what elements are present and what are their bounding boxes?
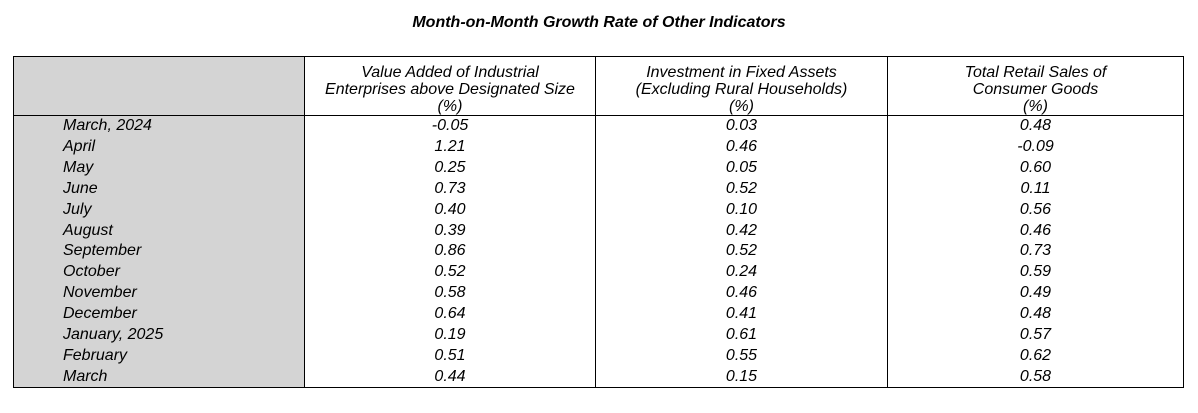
- table-row: April 1.21 0.46 -0.09: [13, 136, 1184, 158]
- table-row: July 0.40 0.10 0.56: [13, 199, 1184, 221]
- header-unit: (%): [437, 98, 463, 115]
- row-month-label: June: [13, 178, 305, 200]
- indicators-table: Value Added of Industrial Enterprises ab…: [13, 56, 1184, 388]
- header-corner-cell: [13, 56, 305, 116]
- header-fixed-asset-investment: Investment in Fixed Assets (Excluding Ru…: [595, 56, 888, 116]
- table-row: May 0.25 0.05 0.60: [13, 157, 1184, 179]
- header-industrial-value-added: Value Added of Industrial Enterprises ab…: [304, 56, 596, 116]
- table-row: October 0.52 0.24 0.59: [13, 261, 1184, 283]
- value-cell: 0.46: [595, 282, 888, 304]
- table-row: January, 2025 0.19 0.61 0.57: [13, 324, 1184, 346]
- table-title: Month-on-Month Growth Rate of Other Indi…: [412, 14, 786, 31]
- header-line: Consumer Goods: [972, 81, 1099, 98]
- row-month-label: July: [13, 199, 305, 221]
- value-cell: 0.10: [595, 199, 888, 221]
- value-cell: 0.44: [304, 366, 596, 388]
- value-cell: 0.48: [887, 115, 1184, 137]
- table-row: December 0.64 0.41 0.48: [13, 303, 1184, 325]
- value-cell: 0.52: [304, 261, 596, 283]
- header-line: Value Added of Industrial: [361, 64, 539, 81]
- row-month-label: March, 2024: [13, 115, 305, 137]
- value-cell: -0.05: [304, 115, 596, 137]
- value-cell: 0.39: [304, 220, 596, 242]
- row-month-label: November: [13, 282, 305, 304]
- value-cell: 0.86: [304, 241, 596, 262]
- row-month-label: August: [13, 220, 305, 242]
- table-body: March, 2024 -0.05 0.03 0.48 April 1.21 0.46 -0.…: [13, 115, 1184, 388]
- value-cell: 0.05: [595, 157, 888, 179]
- row-month-label: January, 2025: [13, 324, 305, 346]
- table-row: February 0.51 0.55 0.62: [13, 345, 1184, 367]
- value-cell: 0.51: [304, 345, 596, 367]
- header-unit: (%): [729, 98, 754, 115]
- value-cell: -0.09: [887, 136, 1184, 158]
- value-cell: 0.73: [887, 241, 1184, 262]
- value-cell: 0.64: [304, 303, 596, 325]
- row-month-label: February: [13, 345, 305, 367]
- header-line: Investment in Fixed Assets: [646, 64, 837, 81]
- value-cell: 0.56: [887, 199, 1184, 221]
- value-cell: 0.03: [595, 115, 888, 137]
- value-cell: 0.58: [304, 282, 596, 304]
- value-cell: 0.62: [887, 345, 1184, 367]
- value-cell: 0.59: [887, 261, 1184, 283]
- value-cell: 0.57: [887, 324, 1184, 346]
- value-cell: 0.19: [304, 324, 596, 346]
- table-row: June 0.73 0.52 0.11: [13, 178, 1184, 200]
- header-line: (Excluding Rural Households): [635, 81, 848, 98]
- value-cell: 0.40: [304, 199, 596, 221]
- value-cell: 0.73: [304, 178, 596, 200]
- row-month-label: September: [13, 241, 305, 262]
- header-line: Enterprises above Designated Size: [325, 81, 575, 98]
- row-month-label: March: [13, 366, 305, 388]
- value-cell: 0.48: [887, 303, 1184, 325]
- value-cell: 0.46: [887, 220, 1184, 242]
- header-row: Value Added of Industrial Enterprises ab…: [13, 56, 1184, 116]
- value-cell: 0.42: [595, 220, 888, 242]
- value-cell: 0.52: [595, 178, 888, 200]
- value-cell: 0.24: [595, 261, 888, 283]
- table-row: March, 2024 -0.05 0.03 0.48: [13, 115, 1184, 137]
- header-unit: (%): [1023, 98, 1048, 115]
- value-cell: 0.41: [595, 303, 888, 325]
- value-cell: 1.21: [304, 136, 596, 158]
- header-line: Total Retail Sales of: [964, 64, 1107, 81]
- value-cell: 0.11: [887, 178, 1184, 200]
- table-row: November 0.58 0.46 0.49: [13, 282, 1184, 304]
- value-cell: 0.15: [595, 366, 888, 388]
- value-cell: 0.60: [887, 157, 1184, 179]
- row-month-label: October: [13, 261, 305, 283]
- value-cell: 0.58: [887, 366, 1184, 388]
- row-month-label: May: [13, 157, 305, 179]
- table-row: September 0.86 0.52 0.73: [13, 241, 1184, 262]
- value-cell: 0.49: [887, 282, 1184, 304]
- row-month-label: December: [13, 303, 305, 325]
- table-row: August 0.39 0.42 0.46: [13, 220, 1184, 242]
- table-row: March 0.44 0.15 0.58: [13, 366, 1184, 388]
- value-cell: 0.61: [595, 324, 888, 346]
- value-cell: 0.52: [595, 241, 888, 262]
- value-cell: 0.55: [595, 345, 888, 367]
- header-retail-sales: Total Retail Sales of Consumer Goods (%): [887, 56, 1184, 116]
- row-month-label: April: [13, 136, 305, 158]
- value-cell: 0.25: [304, 157, 596, 179]
- value-cell: 0.46: [595, 136, 888, 158]
